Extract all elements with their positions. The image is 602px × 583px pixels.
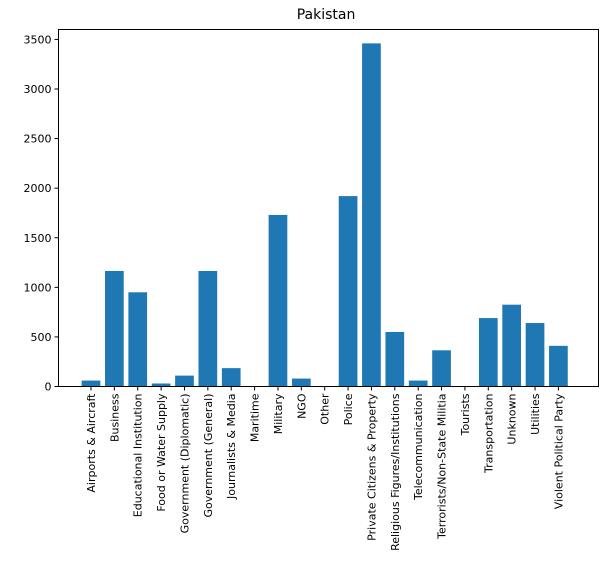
x-tick-label: Government (General) bbox=[202, 394, 215, 518]
x-tick-label: Journalists & Media bbox=[225, 394, 238, 500]
x-tick-label: Religious Figures/Institutions bbox=[389, 393, 402, 551]
bar-6 bbox=[221, 368, 241, 387]
x-tick-label: Business bbox=[108, 393, 121, 442]
x-tick-label: Transportation bbox=[482, 393, 495, 473]
y-tick-label: 3500 bbox=[24, 33, 52, 46]
x-tick-label: Police bbox=[342, 393, 355, 425]
y-tick-label: 1000 bbox=[24, 281, 52, 294]
x-tick-label: Food or Water Supply bbox=[155, 393, 168, 512]
chart-title: Pakistan bbox=[297, 7, 356, 23]
bar-0 bbox=[81, 380, 101, 387]
plot-frame bbox=[58, 29, 599, 387]
x-tick-label: Private Citizens & Property bbox=[365, 393, 378, 541]
bar-17 bbox=[478, 318, 498, 387]
x-tick-label: Utilities bbox=[529, 393, 542, 435]
x-tick-label: Telecommunication bbox=[412, 393, 425, 501]
y-tick-label: 2500 bbox=[24, 133, 52, 146]
bar-14 bbox=[408, 380, 428, 387]
bar-13 bbox=[385, 331, 405, 387]
x-tick-label: Educational Institution bbox=[132, 393, 145, 517]
bar-19 bbox=[525, 323, 545, 387]
y-tick-label: 3000 bbox=[24, 83, 52, 96]
bar-18 bbox=[502, 304, 522, 387]
bar-15 bbox=[432, 350, 451, 387]
bar-8 bbox=[268, 214, 288, 387]
bar-20 bbox=[549, 345, 568, 387]
bar-11 bbox=[338, 196, 358, 387]
bar-2 bbox=[128, 292, 148, 387]
x-tick-label: Airports & Aircraft bbox=[85, 393, 98, 493]
y-tick-label: 2000 bbox=[24, 182, 52, 195]
bar-5 bbox=[198, 270, 218, 387]
y-tick-label: 0 bbox=[45, 381, 52, 394]
bar-9 bbox=[291, 378, 311, 387]
x-tick-label: Government (Diplomatic) bbox=[178, 394, 191, 534]
x-tick-label: Tourists bbox=[459, 393, 472, 436]
y-axis: 0 500 1000 1500 2000 2500 3000 3500 bbox=[24, 33, 59, 394]
x-tick-label: Other bbox=[319, 393, 332, 425]
bar-3 bbox=[151, 383, 171, 387]
x-tick-label: Unknown bbox=[506, 393, 519, 444]
x-tick-label: Maritime bbox=[249, 393, 262, 442]
x-tick-label: Violent Political Party bbox=[552, 393, 565, 509]
x-axis: Airports & Aircraft Business Educational I… bbox=[85, 386, 565, 551]
x-tick-label: Terrorists/Non-State Militia bbox=[436, 394, 449, 540]
x-tick-label: Military bbox=[272, 393, 285, 434]
bar-1 bbox=[105, 270, 124, 387]
bar-12 bbox=[362, 43, 381, 387]
bar-4 bbox=[175, 375, 194, 387]
x-tick-label: NGO bbox=[295, 393, 308, 419]
y-tick-label: 500 bbox=[31, 331, 52, 344]
y-tick-label: 1500 bbox=[24, 232, 52, 245]
bars-group bbox=[81, 43, 568, 387]
